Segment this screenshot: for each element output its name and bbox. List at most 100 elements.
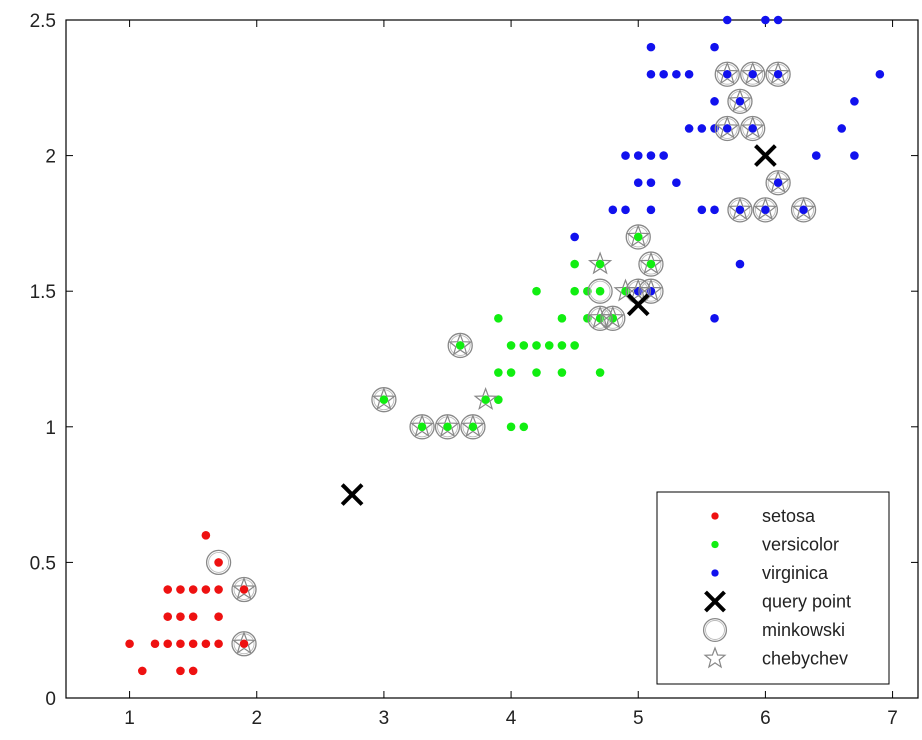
setosa-point: [150, 639, 160, 649]
virginica-point: [875, 69, 885, 79]
setosa-point: [176, 612, 185, 621]
y-tick-label: 2: [45, 147, 56, 168]
setosa-point: [137, 666, 147, 676]
versicolor-point: [646, 259, 656, 269]
versicolor-point: [595, 286, 605, 296]
chebychev-point: [600, 305, 625, 329]
tick-labels: 1 2 3 4 5 6 7 0 0.5 1 1.5 2 2.5: [30, 11, 898, 729]
virginica-point: [722, 15, 732, 25]
virginica-point: [710, 314, 719, 323]
virginica-point: [684, 124, 694, 133]
versicolor-point: [506, 422, 516, 432]
chebychev-point: [587, 251, 613, 275]
versicolor-point: [621, 286, 630, 296]
query-point-point: [626, 293, 650, 317]
virginica-point: [646, 42, 656, 52]
virginica-point: [799, 205, 808, 215]
setosa-point: [188, 639, 198, 649]
chebychev-point: [626, 224, 651, 248]
virginica-point: [621, 205, 630, 215]
x-tick-label: 2: [251, 708, 262, 729]
chebychev-point: [638, 251, 664, 275]
virginica-point: [659, 69, 668, 79]
virginica-point: [710, 97, 719, 106]
x-tick-label: 6: [760, 708, 771, 729]
setosa-point: [188, 612, 198, 621]
virginica-point: [811, 151, 821, 160]
chebychev-point: [727, 197, 753, 221]
setosa-point: [239, 585, 249, 594]
virginica-point: [697, 205, 707, 215]
legend-setosa-marker: [711, 512, 719, 520]
legend: setosa versicolor virginica query point mink…: [656, 491, 890, 685]
versicolor-point: [519, 341, 529, 350]
virginica-point: [672, 69, 681, 79]
versicolor-point: [519, 422, 529, 432]
setosa-point: [214, 585, 223, 594]
virginica-point: [748, 69, 757, 79]
minkowski-point: [587, 278, 613, 304]
chebychev-point: [740, 115, 765, 139]
chebychev-point: [409, 414, 435, 438]
y-tick-label: 1.5: [30, 282, 56, 303]
chebychev-point: [231, 576, 257, 600]
axes-frame: [65, 19, 919, 699]
virginica-point: [850, 97, 859, 106]
minkowski-point: [205, 549, 232, 576]
query-point-point-stroke-b: [626, 293, 650, 317]
legend-label-versicolor: versicolor: [762, 535, 839, 555]
virginica-point: [646, 178, 656, 188]
x-tick-label: 3: [379, 708, 390, 729]
versicolor-point: [481, 395, 490, 404]
chebychev-point: [753, 197, 778, 221]
legend-versicolor-marker: [711, 540, 719, 549]
setosa-point: [239, 639, 249, 649]
setosa-point: [214, 639, 223, 649]
versicolor-point: [595, 259, 605, 269]
versicolor-point: [532, 286, 541, 296]
chebychev-point: [231, 631, 257, 655]
legend-query-point-marker: [704, 590, 726, 613]
setosa-point: [163, 639, 173, 649]
virginica-point: [672, 178, 681, 188]
versicolor-point: [570, 259, 579, 269]
legend-label-minkowski: minkowski: [762, 620, 845, 640]
virginica-point: [735, 205, 745, 215]
legend-label-query-point: query point: [762, 592, 851, 612]
query-point-point-stroke-b: [754, 144, 777, 167]
series-query-point: [340, 144, 777, 506]
virginica-point: [570, 232, 579, 242]
y-tick-label: 1: [45, 418, 56, 439]
virginica-point: [850, 151, 859, 160]
versicolor-point: [557, 368, 567, 377]
versicolor-point: [468, 422, 478, 432]
versicolor-point: [595, 314, 605, 323]
virginica-point: [735, 259, 745, 269]
setosa-point: [176, 666, 185, 676]
versicolor-point: [633, 232, 643, 242]
virginica-point: [748, 124, 757, 133]
chebychev-point: [715, 61, 740, 85]
series-chebychev: [231, 61, 816, 655]
virginica-point: [633, 151, 643, 160]
series-virginica: [570, 15, 885, 323]
setosa-point: [125, 639, 134, 649]
setosa-point: [176, 639, 185, 649]
y-tick-label: 2.5: [30, 11, 56, 32]
setosa-point: [188, 666, 198, 676]
versicolor-point: [557, 314, 567, 323]
virginica-point: [608, 205, 618, 215]
versicolor-point: [608, 314, 618, 323]
versicolor-point: [379, 395, 389, 404]
legend-label-chebychev: chebychev: [762, 649, 848, 669]
versicolor-point: [417, 422, 427, 432]
setosa-point: [214, 558, 223, 567]
legend-chebychev-marker: [703, 646, 727, 669]
chebychev-point: [435, 414, 460, 438]
x-tick-label: 4: [506, 708, 517, 729]
chebychev-point: [727, 88, 753, 112]
virginica-point: [722, 124, 732, 133]
virginica-point: [722, 69, 732, 79]
legend-virginica-marker: [711, 569, 719, 577]
chebychev-point: [766, 61, 791, 85]
